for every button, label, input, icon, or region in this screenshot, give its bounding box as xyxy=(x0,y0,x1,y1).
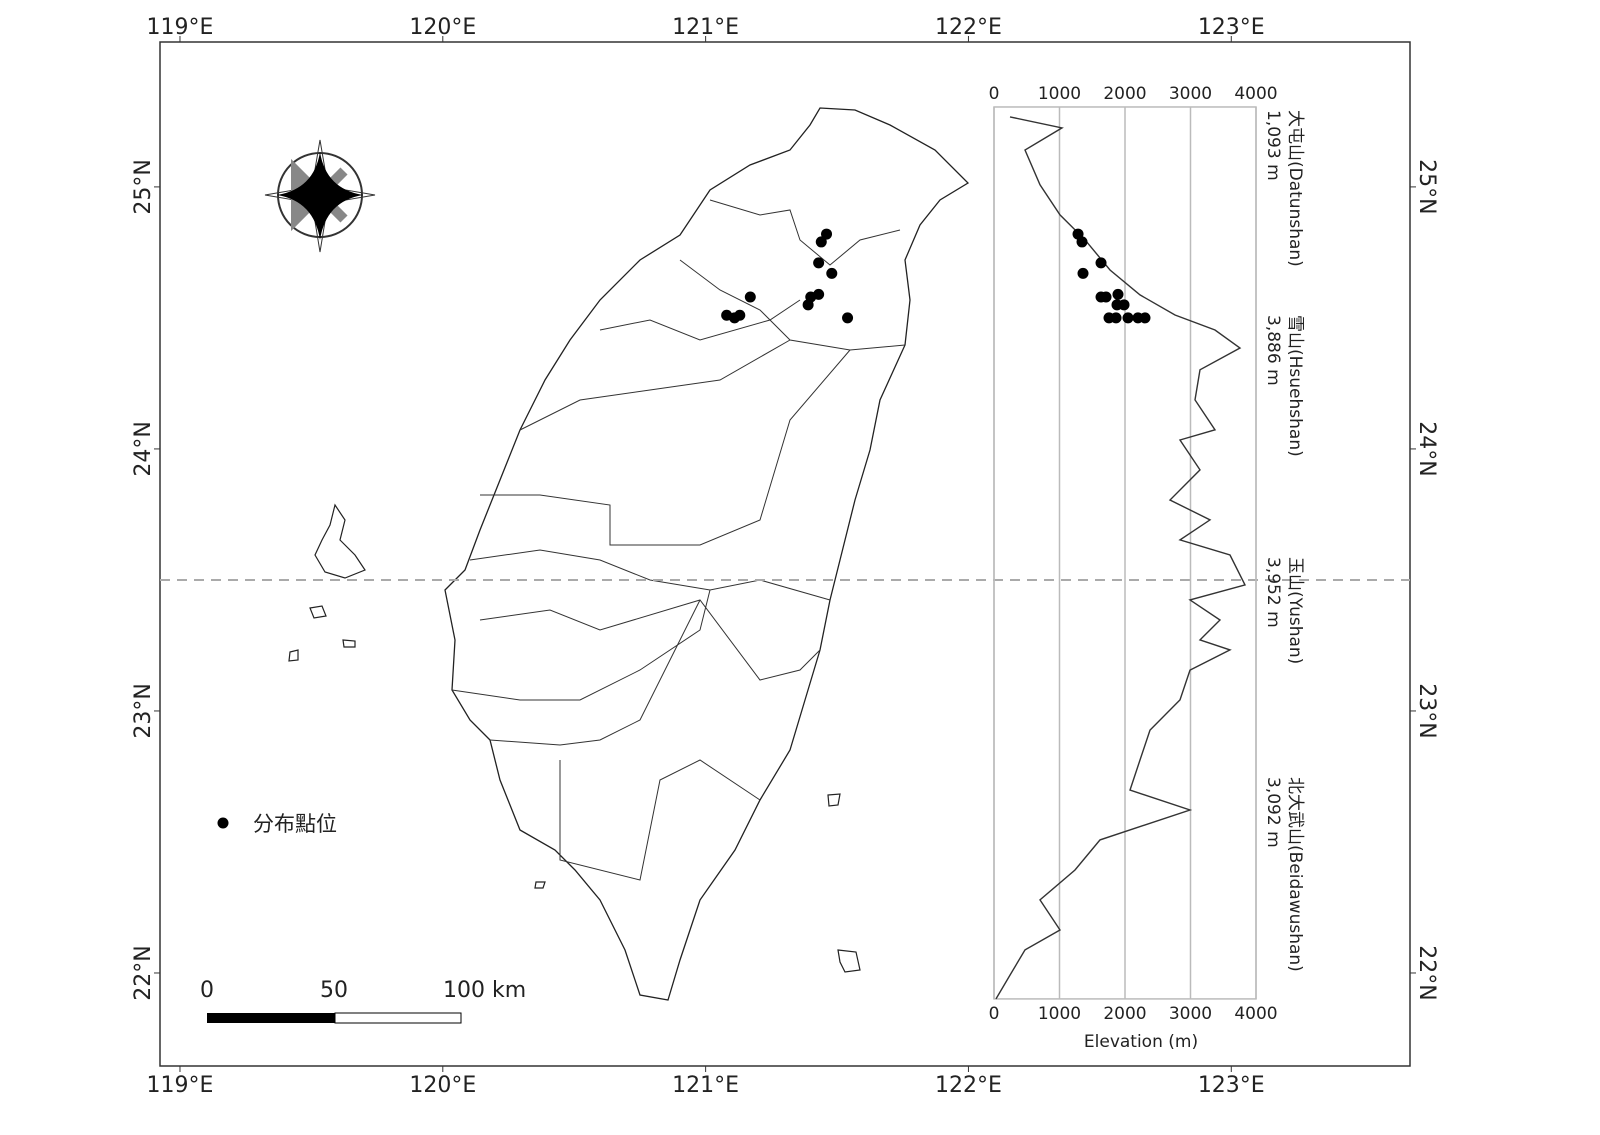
x-tick-label: 120°E xyxy=(409,15,476,40)
profile-point xyxy=(1076,236,1088,248)
distribution-point xyxy=(826,267,838,279)
x-tick-label: 123°E xyxy=(1198,15,1265,40)
x-tick-label: 0 xyxy=(989,1004,1000,1024)
profile-point xyxy=(1112,288,1124,300)
distribution-point xyxy=(744,291,756,303)
profile-point xyxy=(1118,299,1130,311)
x-tick-label: 120°E xyxy=(409,1073,476,1098)
distribution-point xyxy=(842,312,854,324)
legend-marker xyxy=(217,817,229,829)
x-tick-label: 121°E xyxy=(672,1073,739,1098)
scale-bar-black xyxy=(207,1013,335,1023)
peak-elevation: 3,092 m xyxy=(1263,777,1283,848)
x-tick-label: 2000 xyxy=(1103,84,1146,104)
scale-bar-white xyxy=(334,1012,462,1024)
y-tick-label: 24°N xyxy=(131,421,156,476)
y-tick-label: 25°N xyxy=(131,159,156,214)
scale-label: 50 xyxy=(320,978,348,1003)
profile-point xyxy=(1139,312,1151,324)
peak-name: 北大武山(Beidawushan) xyxy=(1285,777,1305,972)
x-tick-label: 3000 xyxy=(1169,1004,1212,1024)
peak-elevation: 3,952 m xyxy=(1263,557,1283,628)
peak-elevation: 3,886 m xyxy=(1263,315,1283,386)
peak-name: 大屯山(Datunshan) xyxy=(1285,110,1305,267)
peak-elevation: 1,093 m xyxy=(1263,110,1283,181)
x-tick-label: 119°E xyxy=(147,15,214,40)
y-tick-label: 25°N xyxy=(1414,159,1439,214)
scale-label: 100 km xyxy=(443,978,526,1003)
y-tick-label: 22°N xyxy=(131,945,156,1000)
x-tick-label: 122°E xyxy=(935,1073,1002,1098)
islands xyxy=(288,503,861,973)
profile-point xyxy=(1095,257,1107,269)
x-tick-label: 4000 xyxy=(1234,1004,1277,1024)
distribution-point xyxy=(815,236,827,248)
distribution-point xyxy=(813,257,825,269)
x-tick-label: 121°E xyxy=(672,15,739,40)
y-tick-label: 23°N xyxy=(131,683,156,738)
scale-label: 0 xyxy=(200,978,214,1003)
elevation-profile xyxy=(995,116,1247,1000)
distribution-point xyxy=(821,228,833,240)
x-tick-label: 2000 xyxy=(1103,1004,1146,1024)
compass xyxy=(264,139,376,253)
y-tick-label: 24°N xyxy=(1414,421,1439,476)
coastline xyxy=(444,107,970,1001)
profile-point xyxy=(1122,312,1134,324)
peak-name: 玉山(Yushan) xyxy=(1285,557,1305,664)
county-boundaries xyxy=(451,199,906,881)
x-tick-label: 1000 xyxy=(1038,1004,1081,1024)
y-tick-label: 22°N xyxy=(1414,945,1439,1000)
peak-name: 雪山(Hsuehshan) xyxy=(1285,315,1305,457)
profile-point xyxy=(1077,267,1089,279)
distribution-point xyxy=(734,309,746,321)
distribution-point xyxy=(813,288,825,300)
x-axis-title: Elevation (m) xyxy=(1084,1032,1198,1052)
x-tick-label: 123°E xyxy=(1198,1073,1265,1098)
x-tick-label: 1000 xyxy=(1038,84,1081,104)
x-tick-label: 4000 xyxy=(1234,84,1277,104)
y-tick-label: 23°N xyxy=(1414,683,1439,738)
profile-point xyxy=(1100,291,1112,303)
x-tick-label: 0 xyxy=(989,84,1000,104)
x-tick-label: 3000 xyxy=(1169,84,1212,104)
legend-label: 分布點位 xyxy=(253,812,337,836)
profile-point xyxy=(1110,312,1122,324)
x-tick-label: 122°E xyxy=(935,15,1002,40)
x-tick-label: 119°E xyxy=(147,1073,214,1098)
